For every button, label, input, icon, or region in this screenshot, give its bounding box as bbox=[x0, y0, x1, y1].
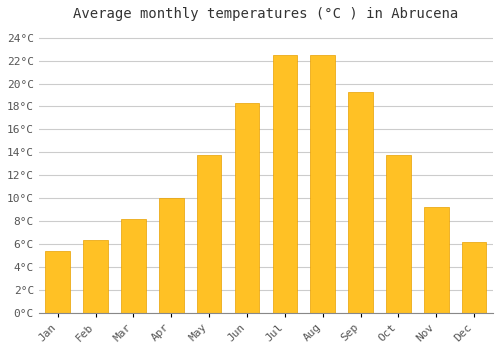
Bar bbox=[159, 198, 184, 313]
Bar bbox=[46, 251, 70, 313]
Bar bbox=[121, 219, 146, 313]
Bar bbox=[310, 55, 335, 313]
Bar bbox=[348, 92, 373, 313]
Bar bbox=[84, 240, 108, 313]
Bar bbox=[197, 155, 222, 313]
Bar bbox=[272, 55, 297, 313]
Bar bbox=[462, 241, 486, 313]
Title: Average monthly temperatures (°C ) in Abrucena: Average monthly temperatures (°C ) in Ab… bbox=[74, 7, 458, 21]
Bar bbox=[234, 103, 260, 313]
Bar bbox=[386, 155, 410, 313]
Bar bbox=[424, 207, 448, 313]
